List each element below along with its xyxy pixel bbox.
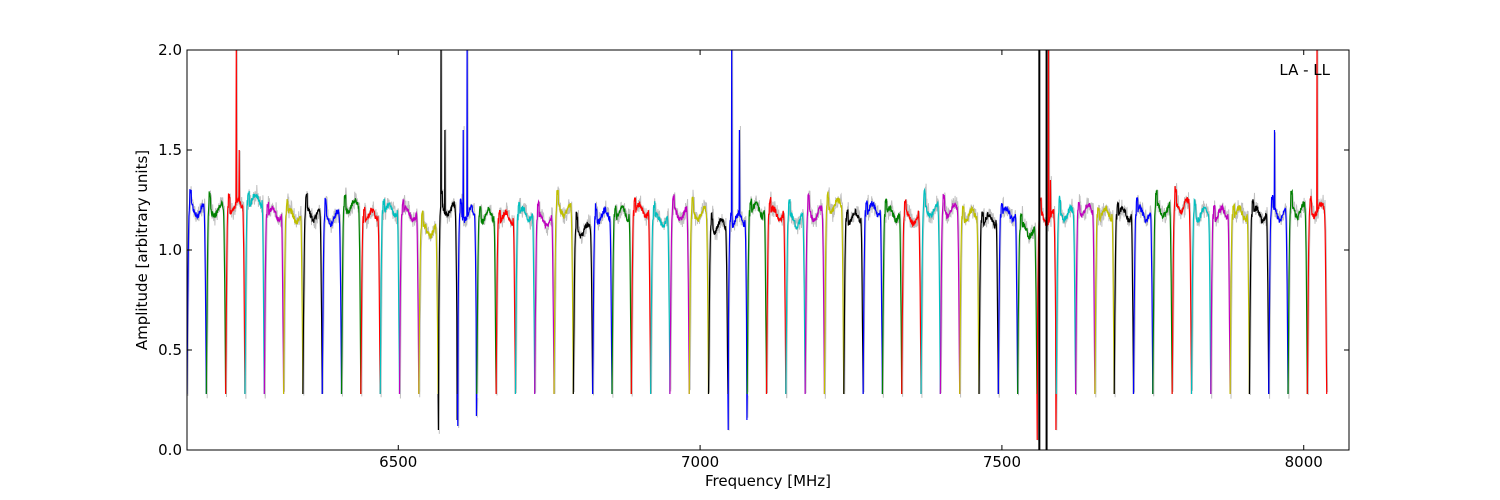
spectral-window-trace — [1132, 197, 1154, 395]
y-axis-ticks: 0.0 0.5 1.0 1.5 2.0 — [158, 41, 1349, 459]
spectral-window-trace — [1113, 200, 1135, 395]
spectral-window-trace — [398, 198, 420, 395]
y-axis-label: Amplitude [arbitrary units] — [133, 150, 151, 350]
spectral-window-trace — [514, 201, 536, 395]
spectral-window-trace — [997, 203, 1019, 395]
spectral-window-trace — [959, 205, 980, 395]
spectral-window-trace — [688, 196, 710, 395]
spectral-window-trace — [881, 198, 903, 395]
spectral-window-trace — [1055, 195, 1077, 395]
spectral-window-trace — [418, 210, 439, 395]
spectral-window-trace — [1229, 203, 1250, 395]
spectral-window-trace — [804, 192, 825, 395]
spectral-window-trace — [727, 50, 748, 431]
spectral-window-trace — [1268, 129, 1289, 395]
spectral-window-trace — [1190, 197, 1212, 395]
background-trace — [284, 193, 305, 395]
spectral-window-trace — [379, 198, 401, 395]
spectral-window-trace — [862, 200, 883, 395]
background-trace — [824, 187, 846, 399]
spectral-window-trace — [360, 206, 381, 395]
spectral-window-trace — [669, 194, 690, 395]
spectral-window-trace — [707, 211, 729, 395]
x-axis-ticks: 6500 7000 7500 8000 — [379, 50, 1323, 471]
spectral-window-trace — [1094, 205, 1115, 395]
spectral-window-trace — [843, 207, 864, 395]
spectral-window-trace — [939, 193, 961, 395]
spectral-window-trace — [1248, 199, 1270, 395]
spectral-window-trace — [1287, 188, 1308, 395]
y-tick-label: 1.0 — [158, 241, 182, 259]
spectral-window-trace — [437, 50, 458, 431]
spectral-window-trace — [1017, 212, 1038, 395]
y-tick-label: 0.0 — [158, 441, 182, 459]
background-trace — [805, 190, 826, 396]
spectrum-traces — [187, 50, 1329, 450]
spectral-window-trace — [650, 201, 671, 395]
spectral-window-trace — [476, 206, 497, 395]
spectral-window-trace — [1075, 201, 1096, 395]
spectral-window-trace — [1210, 203, 1231, 395]
spectral-window-trace — [456, 50, 478, 427]
background-trace — [206, 190, 227, 398]
spectral-window-trace — [572, 211, 594, 395]
spectral-window-trace — [765, 196, 787, 395]
y-tick-label: 0.5 — [158, 341, 182, 359]
spectral-window-trace — [630, 197, 652, 395]
spectral-window-trace — [205, 191, 227, 395]
baseline-annotation: LA - LL — [1279, 61, 1330, 79]
spectral-window-trace — [340, 194, 362, 395]
spectral-window-trace — [823, 191, 845, 395]
spectral-window-trace — [785, 199, 806, 395]
spectral-window-trace — [225, 50, 246, 395]
spectral-window-trace — [553, 189, 574, 395]
spectral-window-trace — [321, 197, 343, 395]
spectral-window-trace — [1171, 186, 1193, 395]
spectral-window-trace — [901, 199, 922, 395]
spectral-window-trace — [187, 189, 207, 395]
spectral-window-trace — [920, 187, 941, 395]
y-tick-label: 2.0 — [158, 41, 182, 59]
spectral-window-trace — [534, 199, 555, 395]
spectral-window-trace — [592, 203, 613, 395]
background-trace — [361, 201, 382, 393]
x-tick-label: 7000 — [681, 453, 719, 471]
spectral-window-trace — [611, 205, 632, 395]
spectral-window-trace — [1152, 189, 1173, 395]
background-trace — [1307, 50, 1329, 395]
x-axis-label: Frequency [MHz] — [705, 472, 831, 490]
spectral-window-trace — [263, 201, 285, 395]
spectral-window-trace — [746, 198, 768, 395]
spectral-window-trace — [302, 192, 323, 395]
x-tick-label: 7500 — [983, 453, 1021, 471]
spectral-window-trace — [1306, 50, 1328, 395]
spectral-window-trace — [283, 198, 304, 395]
x-tick-label: 8000 — [1285, 453, 1323, 471]
spectral-window-trace — [244, 191, 265, 395]
spectral-window-trace — [495, 208, 516, 395]
spectral-window-trace — [978, 211, 999, 395]
y-tick-label: 1.5 — [158, 141, 182, 159]
x-tick-label: 6500 — [379, 453, 417, 471]
